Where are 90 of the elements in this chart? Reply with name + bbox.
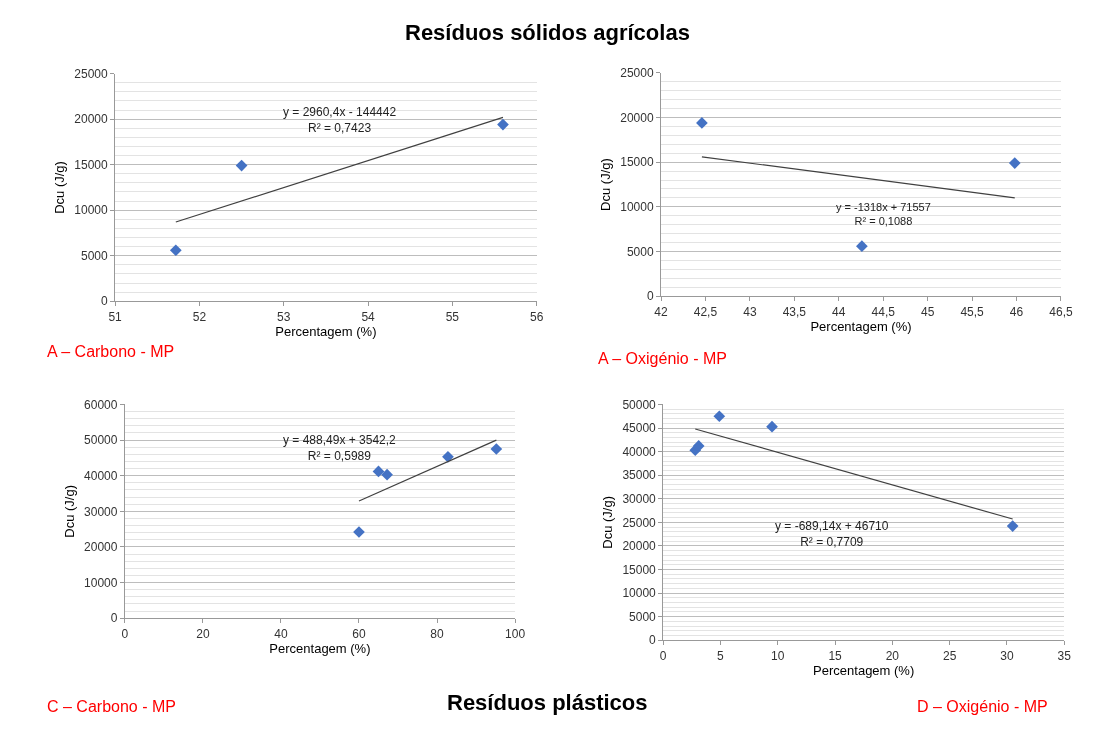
point [381,468,393,481]
y-tick-label: 25000 [622,515,657,530]
x-tick-label: 54 [361,309,376,324]
x-tick-label: 35 [1057,648,1072,663]
x-tick-label: 43 [743,304,757,319]
point [497,118,509,131]
y-tick-label: 35000 [622,468,657,483]
point [856,240,868,252]
y-tick-label: 10000 [84,575,118,590]
text: D – Oxigénio - MP [917,698,1048,715]
text: Resíduos plásticos [447,690,648,715]
x-tick-label: 51 [108,309,123,324]
x-tick-label: 56 [530,309,544,324]
x-tick-label: 43,5 [782,304,807,319]
y-tick-label: 20000 [620,110,654,125]
x-tick-label: 44 [832,304,846,319]
y-tick-label: 10000 [74,203,109,218]
y-tick-label: 0 [101,294,109,309]
annotation: y = 2960,4x - 144442 R² = 0,7423 [283,105,397,135]
y-tick-label: 30000 [84,504,118,519]
point [442,451,454,463]
x-axis-title: Percentagem (%) [275,324,377,340]
x-tick-label: 60 [352,626,366,641]
x-tick-label: 40 [274,626,288,641]
point [1008,157,1021,169]
y-tick-label: 5000 [626,244,654,259]
y-tick-label: 40000 [622,444,657,459]
y-tick-label: 15000 [622,562,657,577]
x-tick-label: 15 [828,648,843,663]
point [235,159,248,172]
x-tick-label: 20 [885,648,900,663]
y-tick-label: 25000 [620,66,654,81]
y-axis-title: Dcu (J/g) [62,484,77,538]
x-tick-label: 5 [717,648,725,663]
y-tick-label: 10000 [622,586,657,601]
y-tick-label: 15000 [620,155,654,170]
x-tick-label: 53 [277,309,291,324]
y-axis-title: Dcu (J/g) [52,161,68,214]
y-tick-label: 15000 [74,157,109,172]
y-tick-label: 60000 [84,397,118,412]
x-tick-label: 100 [505,626,526,641]
y-tick-label: 40000 [84,468,118,483]
y-tick-label: 25000 [74,66,109,81]
point [1006,520,1019,532]
x-tick-label: 20 [196,626,210,641]
point [490,443,503,455]
text: A – Oxigénio - MP [598,350,727,367]
x-tick-label: 10 [771,648,785,663]
x-tick-label: 42 [654,304,668,319]
text: A – Carbono - MP [47,343,175,360]
x-axis-title: Percentagem (%) [269,641,371,657]
x-tick-label: 44,5 [871,304,896,319]
x-tick-label: 42,5 [693,304,718,319]
x-axis-title: Percentagem (%) [810,319,912,335]
x-tick-label: 80 [430,626,445,641]
annotation: y = 488,49x + 3542,2 R² = 0,5989 [283,433,397,463]
text: Resíduos sólidos agrícolas [405,20,690,45]
x-tick-label: 25 [942,648,957,663]
x-tick-label: 30 [1000,648,1014,663]
y-tick-label: 5000 [81,248,109,263]
y-tick-label: 50000 [622,397,657,412]
y-tick-label: 20000 [622,539,657,554]
y-tick-label: 5000 [629,609,657,624]
y-tick-label: 10000 [620,200,654,215]
x-tick-label: 46 [1009,304,1024,319]
y-tick-label: 30000 [622,491,657,506]
annotation: y = -1318x + 71557 R² = 0,1088 [836,201,931,228]
y-axis-title: Dcu (J/g) [598,158,614,211]
point [766,420,778,433]
x-tick-label: 55 [445,309,460,324]
annotation: y = -689,14x + 46710 R² = 0,7709 [775,519,889,549]
x-tick-label: 45 [920,304,935,319]
x-tick-label: 0 [659,648,667,663]
x-axis-title: Percentagem (%) [813,663,915,679]
y-tick-label: 0 [646,289,654,304]
x-tick-label: 46,5 [1049,304,1073,319]
point [713,410,726,423]
point [169,244,182,257]
x-tick-label: 52 [192,309,207,324]
y-tick-label: 0 [110,611,118,626]
x-tick-label: 45,5 [960,304,985,319]
y-tick-label: 45000 [622,421,657,436]
point [372,465,385,478]
y-tick-label: 20000 [74,112,109,127]
y-axis-title: Dcu (J/g) [600,495,616,549]
text: C – Carbono - MP [47,698,176,715]
y-tick-label: 20000 [84,540,118,555]
x-tick-label: 0 [121,626,129,641]
y-tick-label: 50000 [84,433,118,448]
point [696,117,708,129]
